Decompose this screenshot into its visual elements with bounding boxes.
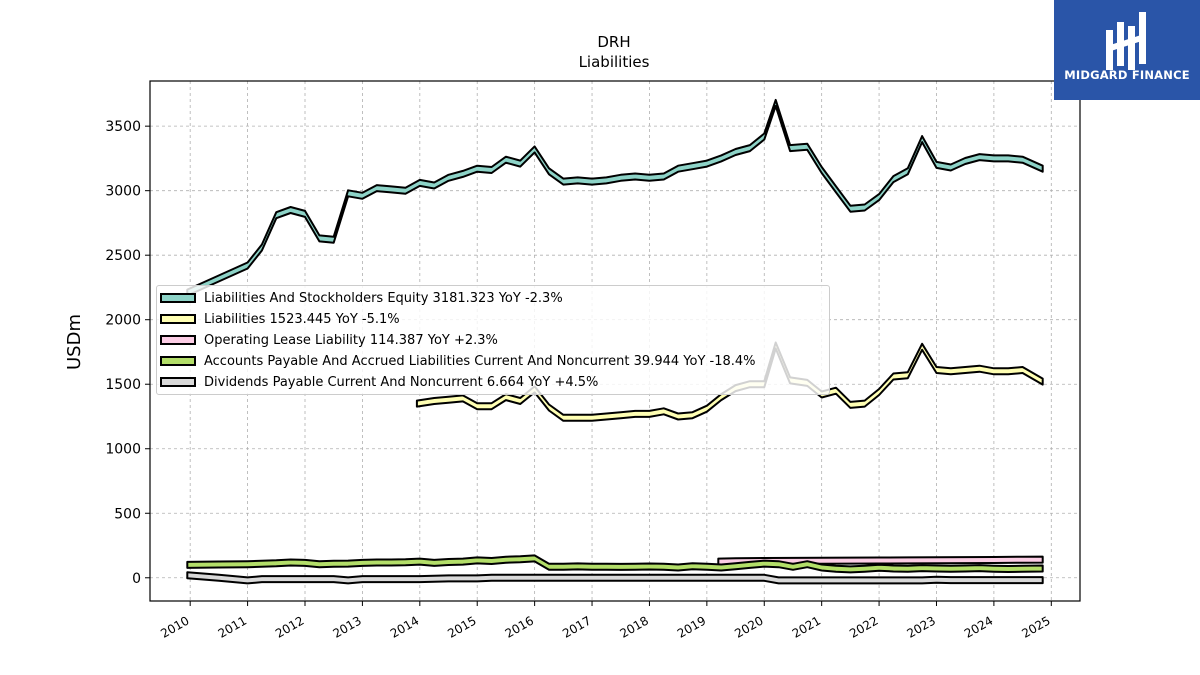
legend-item: Operating Lease Liability 114.387 YoY +2… [160,332,498,348]
y-tick-label: 3500 [105,119,141,135]
legend-item: Liabilities And Stockholders Equity 3181… [160,290,563,306]
series-band [415,341,1044,422]
legend-swatch [160,335,196,345]
x-tick-label: 2018 [617,613,650,640]
x-tick-label: 2011 [216,613,249,640]
brand-logo: MIDGARD FINANCE [1054,0,1200,100]
x-tick-label: 2020 [732,613,765,640]
legend-label: Liabilities 1523.445 YoY -5.1% [204,311,400,327]
chart-title: DRH [597,33,630,51]
y-tick-label: 0 [132,571,141,587]
legend-item: Liabilities 1523.445 YoY -5.1% [160,311,400,327]
x-tick-label: 2022 [847,613,880,640]
legend-swatch [160,377,196,387]
x-tick-label: 2016 [503,613,536,640]
x-tick-label: 2017 [560,613,593,640]
plot-frame [149,80,1081,602]
logo-mark-icon [1106,12,1146,70]
legend-label: Accounts Payable And Accrued Liabilities… [204,353,756,369]
x-tick-label: 2023 [905,613,938,640]
legend-swatch [160,314,196,324]
x-axis: 2010 2011 2012 2013 2014 2015 2016 2017 2018 2019… [158,601,1053,641]
y-tick-label: 1500 [105,377,141,393]
x-tick-label: 2025 [1019,613,1052,640]
x-tick-label: 2015 [445,613,478,640]
series-band-shape [186,554,1044,574]
legend: Liabilities And Stockholders Equity 3181… [156,285,830,395]
series-band-shape [186,571,1044,585]
x-tick-label: 2012 [273,613,306,640]
legend-label: Liabilities And Stockholders Equity 3181… [204,290,563,306]
series-band [186,98,1044,297]
series-layer [186,98,1044,585]
y-tick-label: 1000 [105,442,141,458]
legend-swatch [160,293,196,303]
y-tick-label: 3000 [105,184,141,200]
chart-subtitle: Liabilities [579,53,650,71]
y-axis-label: USDm [64,314,85,370]
x-tick-label: 2013 [330,613,363,640]
x-tick-label: 2021 [790,613,823,640]
x-tick-label: 2014 [388,613,421,640]
legend-label: Dividends Payable Current And Noncurrent… [204,374,599,390]
series-band [186,571,1044,585]
series-band-shape [415,341,1044,422]
legend-label: Operating Lease Liability 114.387 YoY +2… [204,332,498,348]
y-tick-label: 500 [114,506,141,522]
series-band-shape [186,98,1044,297]
x-tick-label: 2010 [158,613,191,640]
legend-swatch [160,356,196,366]
x-tick-label: 2024 [962,613,995,640]
series-band [186,554,1044,574]
x-tick-label: 2019 [675,613,708,640]
y-axis: 0 500 1000 1500 2000 2500 3000 3500 [105,119,150,587]
y-tick-label: 2000 [105,313,141,329]
legend-item: Accounts Payable And Accrued Liabilities… [160,353,756,369]
y-tick-label: 2500 [105,248,141,264]
brand-name: MIDGARD FINANCE [1064,68,1190,82]
legend-item: Dividends Payable Current And Noncurrent… [160,374,598,390]
